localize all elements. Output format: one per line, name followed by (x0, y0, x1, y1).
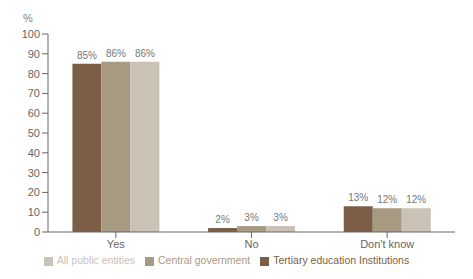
svg-text:86%: 86% (135, 48, 155, 59)
svg-text:0: 0 (34, 226, 40, 238)
svg-text:12%: 12% (406, 194, 426, 205)
svg-text:40: 40 (28, 147, 40, 159)
svg-text:85%: 85% (77, 50, 97, 61)
svg-text:No: No (244, 238, 258, 250)
svg-text:3%: 3% (273, 212, 288, 223)
html-text:Tertiary education Institution: Tertiary education Institutions (273, 254, 410, 266)
svg-text:20: 20 (28, 186, 40, 198)
svg-text:60: 60 (28, 107, 40, 119)
svg-text:50: 50 (28, 127, 40, 139)
svg-text:30: 30 (28, 167, 40, 179)
svg-text:10: 10 (28, 206, 40, 218)
svg-text:90: 90 (28, 48, 40, 60)
svg-text:3%: 3% (244, 212, 259, 223)
svg-text:13%: 13% (348, 192, 368, 203)
svg-text:12%: 12% (377, 194, 397, 205)
html-text:All public entities: All public entities (56, 254, 135, 266)
svg-text:100: 100 (22, 28, 40, 40)
svg-text:%: % (23, 12, 33, 24)
svg-text:70: 70 (28, 87, 40, 99)
html-text:Central government: Central government (158, 254, 251, 266)
svg-text:80: 80 (28, 68, 40, 80)
svg-text:Don't know: Don't know (360, 238, 414, 250)
svg-text:2%: 2% (215, 214, 230, 225)
svg-text:Yes: Yes (107, 238, 125, 250)
svg-text:86%: 86% (106, 48, 126, 59)
